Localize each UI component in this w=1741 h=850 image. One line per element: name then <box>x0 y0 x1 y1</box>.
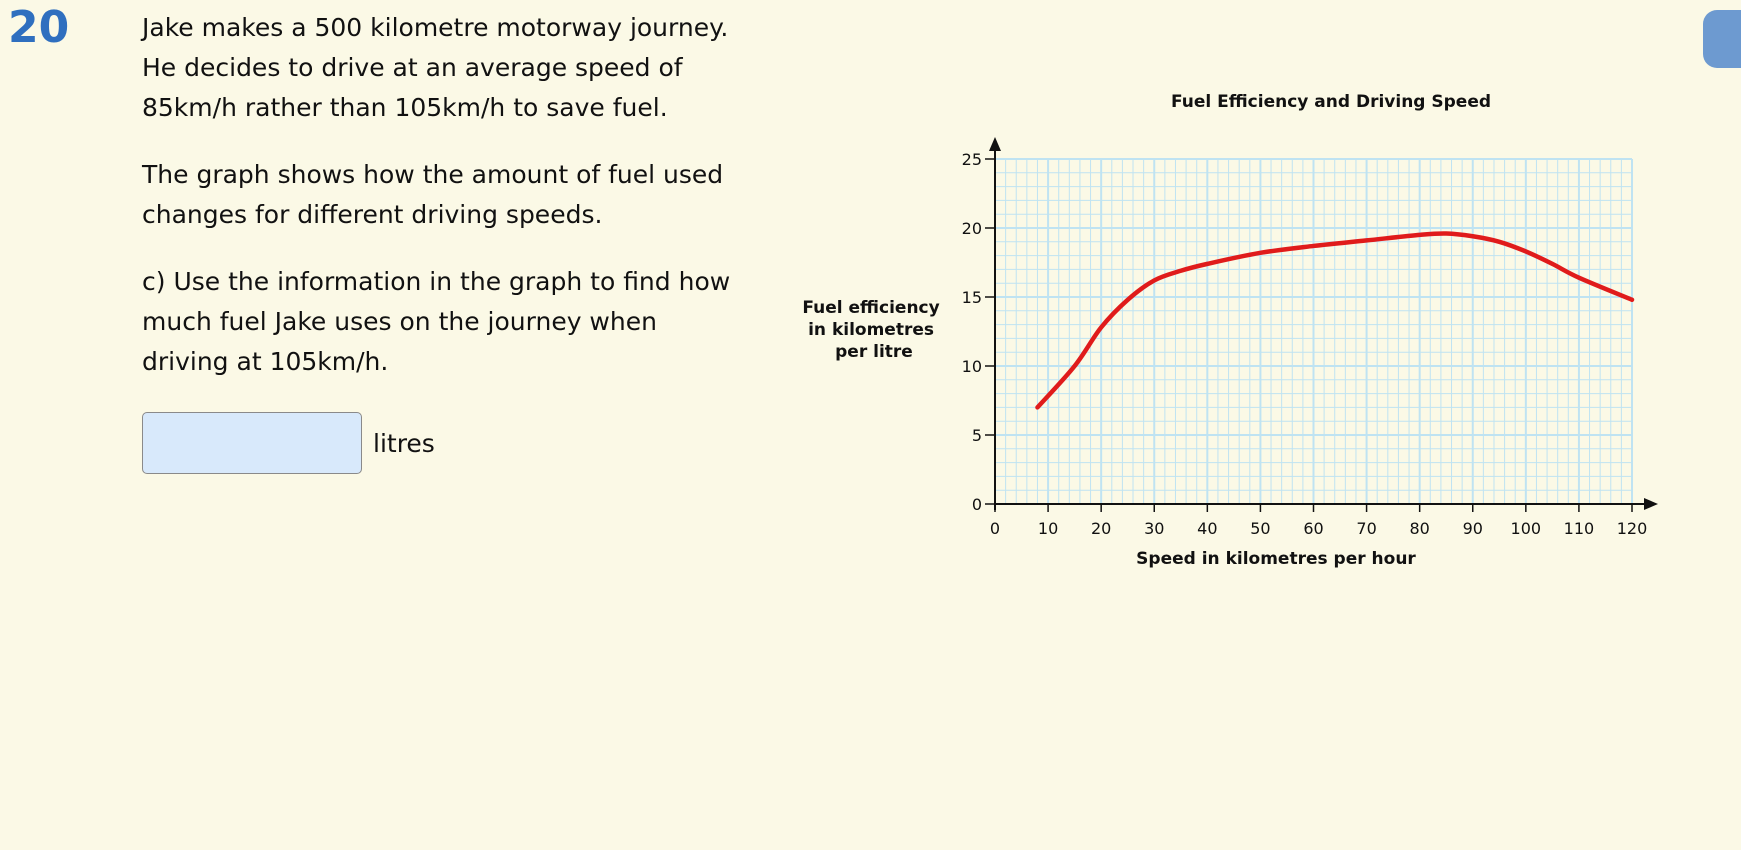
text-line: He decides to drive at an average speed … <box>142 53 683 82</box>
answer-input[interactable] <box>142 412 362 474</box>
text-line: much fuel Jake uses on the journey when <box>142 307 657 336</box>
side-tab-button[interactable] <box>1703 10 1741 68</box>
y-tick-label: 0 <box>972 495 982 514</box>
x-tick-label: 80 <box>1409 519 1429 538</box>
x-tick-label: 10 <box>1038 519 1058 538</box>
y-axis-arrow <box>989 137 1001 151</box>
answer-row: litres <box>142 412 435 474</box>
question-text: Jake makes a 500 kilometre motorway jour… <box>142 8 802 382</box>
text-line: c) Use the information in the graph to f… <box>142 267 731 296</box>
y-axis-label: Fuel efficiency in kilometres per litre <box>802 298 945 362</box>
question-number: 20 <box>8 2 70 53</box>
y-axis-ticks: 0 5 10 15 20 25 <box>962 150 995 514</box>
x-axis-arrow <box>1644 498 1658 510</box>
text-line: 85km/h rather than 105km/h to save fuel. <box>142 93 668 122</box>
x-tick-label: 110 <box>1564 519 1595 538</box>
y-tick-label: 25 <box>962 150 982 169</box>
x-tick-label: 40 <box>1197 519 1217 538</box>
x-tick-label: 20 <box>1091 519 1111 538</box>
text-line: Jake makes a 500 kilometre motorway jour… <box>142 13 729 42</box>
x-tick-label: 0 <box>990 519 1000 538</box>
intro-paragraph: Jake makes a 500 kilometre motorway jour… <box>142 8 802 128</box>
y-tick-label: 20 <box>962 219 982 238</box>
y-tick-label: 10 <box>962 357 982 376</box>
y-tick-label: 15 <box>962 288 982 307</box>
x-tick-label: 90 <box>1463 519 1483 538</box>
task-paragraph: c) Use the information in the graph to f… <box>142 262 802 382</box>
text-line: driving at 105km/h. <box>142 347 389 376</box>
answer-unit-label: litres <box>373 428 435 458</box>
text-line: The graph shows how the amount of fuel u… <box>142 160 724 189</box>
graph-description-paragraph: The graph shows how the amount of fuel u… <box>142 155 802 235</box>
x-axis-label: Speed in kilometres per hour <box>1136 549 1416 569</box>
x-tick-label: 50 <box>1250 519 1270 538</box>
chart-title: Fuel Efficiency and Driving Speed <box>1171 92 1491 112</box>
chart-axes <box>989 137 1658 510</box>
y-axis-label-line: in kilometres <box>808 320 934 340</box>
x-tick-label: 100 <box>1511 519 1542 538</box>
y-axis-label-line: per litre <box>835 342 913 362</box>
x-axis-ticks: 0 10 20 30 40 50 60 70 80 90 100 110 120 <box>990 504 1647 538</box>
x-tick-label: 120 <box>1617 519 1648 538</box>
text-line: changes for different driving speeds. <box>142 200 603 229</box>
y-tick-label: 5 <box>972 426 982 445</box>
y-axis-label-line: Fuel efficiency <box>802 298 939 318</box>
fuel-efficiency-chart: Fuel Efficiency and Driving Speed 0 10 20 3… <box>802 92 1658 569</box>
x-tick-label: 60 <box>1303 519 1323 538</box>
x-tick-label: 70 <box>1356 519 1376 538</box>
series-line <box>1035 231 1635 410</box>
x-tick-label: 30 <box>1144 519 1164 538</box>
